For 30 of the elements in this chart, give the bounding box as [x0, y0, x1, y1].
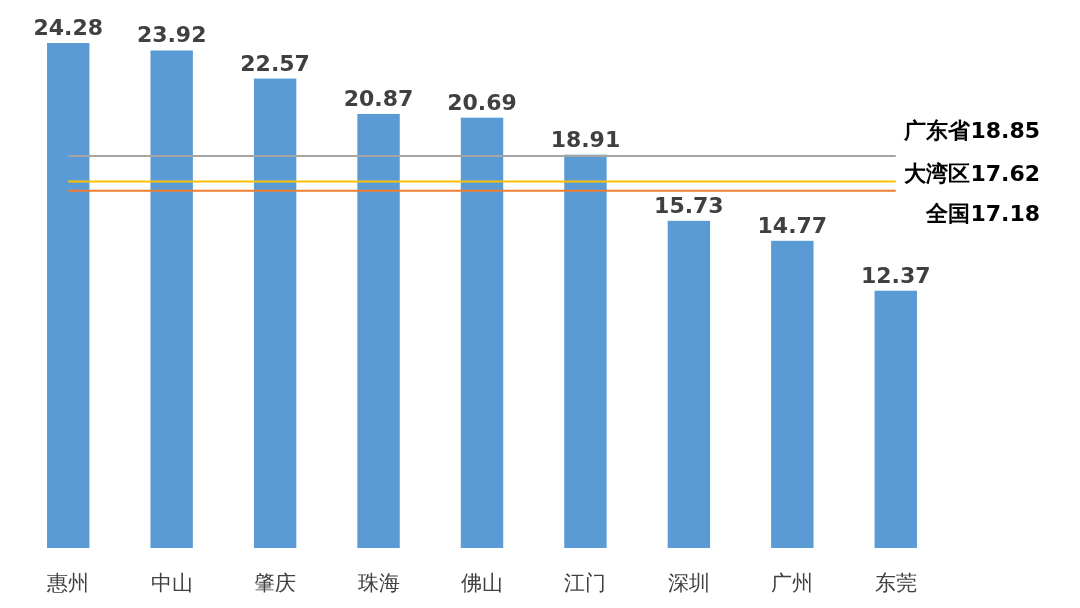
data-label: 14.77	[757, 212, 828, 238]
data-label: 15.73	[654, 192, 724, 218]
bar	[667, 220, 711, 548]
x-tick-label: 广州	[771, 571, 814, 595]
x-tick-label: 江门	[564, 571, 607, 595]
x-tick-label: 东莞	[874, 571, 917, 595]
bar	[771, 240, 814, 548]
data-label: 20.87	[343, 85, 414, 111]
ref-line-label: 大湾区17.62	[904, 160, 1040, 186]
x-tick-label: 肇庆	[254, 571, 297, 595]
bar	[47, 43, 90, 548]
bar	[564, 154, 607, 548]
ref-line-label: 广东省18.85	[903, 117, 1040, 143]
x-tick-label: 惠州	[46, 571, 90, 595]
data-label: 24.28	[33, 15, 104, 40]
data-label: 18.91	[550, 126, 621, 152]
data-label: 20.69	[447, 89, 517, 115]
x-tick-label: 珠海	[357, 571, 400, 595]
bar	[150, 50, 193, 548]
bar	[874, 290, 917, 548]
data-label: 12.37	[860, 262, 931, 288]
bar	[253, 78, 297, 548]
ref-line-label: 全国17.18	[925, 200, 1040, 226]
x-tick-label: 佛山	[461, 571, 503, 595]
bar	[460, 117, 504, 548]
x-tick-label: 中山	[150, 571, 193, 595]
data-label: 22.57	[240, 50, 310, 76]
data-label: 23.92	[136, 22, 207, 48]
bar	[357, 113, 400, 548]
x-tick-label: 深圳	[667, 571, 710, 595]
